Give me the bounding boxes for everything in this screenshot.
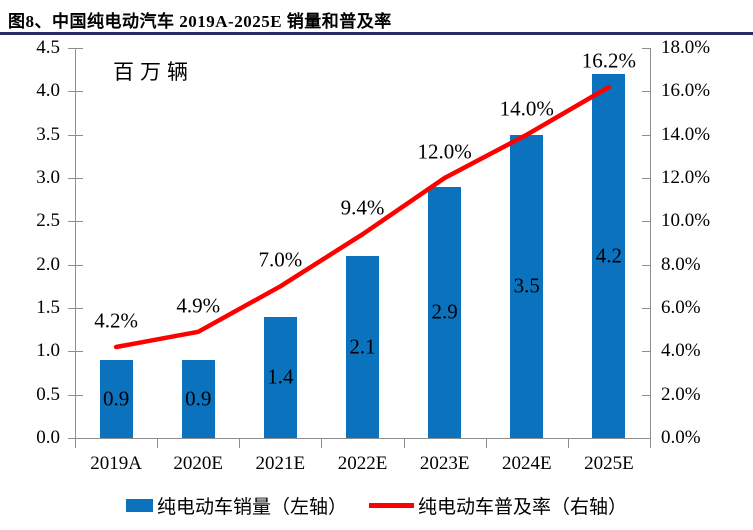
penetration-point-label: 7.0%	[258, 247, 303, 272]
bottom-axis-tick	[239, 438, 241, 448]
left-axis-tick	[68, 264, 83, 266]
left-axis-tick-label: 4.0	[36, 80, 60, 102]
bar-value-label: 1.4	[267, 364, 294, 389]
bottom-axis-tick	[321, 438, 323, 448]
right-axis-tick-label: 4.0%	[661, 340, 701, 362]
left-axis-tick	[68, 91, 83, 93]
bottom-axis-tick	[75, 438, 76, 448]
right-axis-tick-label: 16.0%	[661, 80, 711, 102]
penetration-point-label: 12.0%	[417, 139, 472, 164]
penetration-point-label: 4.2%	[94, 308, 138, 333]
left-axis-tick-label: 0.0	[36, 427, 60, 448]
bar-value-label: 2.1	[349, 334, 376, 359]
bar-value-label: 3.5	[513, 273, 540, 298]
right-axis-tick-label: 2.0%	[661, 383, 701, 405]
right-axis-tick-label: 12.0%	[661, 167, 711, 188]
penetration-point-label: 4.9%	[176, 293, 221, 318]
left-axis-line	[75, 48, 76, 448]
left-axis-tick	[68, 308, 83, 309]
right-axis-tick	[642, 394, 650, 396]
right-axis-tick	[642, 308, 650, 309]
legend-label-sales: 纯电动车销量（左轴）	[156, 497, 347, 518]
bottom-axis-tick	[485, 438, 487, 448]
left-axis-tick	[68, 221, 83, 223]
right-axis-line	[650, 48, 651, 438]
figure-title: 图8、中国纯电动汽车 2019A-2025E 销量和普及率	[8, 12, 392, 31]
bottom-axis-tick	[403, 438, 405, 448]
bottom-axis-tick	[157, 438, 159, 448]
right-axis-tick-label: 8.0%	[661, 253, 701, 275]
right-axis-tick-label: 0.0%	[661, 427, 701, 448]
bottom-axis-tick	[567, 438, 569, 448]
title-underline	[0, 32, 753, 35]
legend-item-penetration: 纯电动车普及率（右轴）	[369, 492, 627, 519]
right-axis-tick	[642, 264, 650, 266]
left-axis-tick-label: 2.5	[36, 210, 60, 232]
left-axis-tick	[68, 48, 83, 49]
legend-label-penetration: 纯电动车普及率（右轴）	[418, 497, 628, 518]
left-axis-tick	[68, 134, 83, 136]
category-label: 2023E	[419, 453, 470, 474]
penetration-point-label: 9.4%	[340, 195, 385, 220]
right-axis-tick	[642, 221, 650, 223]
right-axis-tick	[642, 438, 650, 439]
legend-item-sales: 纯电动车销量（左轴）	[125, 492, 347, 519]
right-axis-tick-label: 18.0%	[661, 37, 711, 58]
left-axis-tick-label: 1.5	[36, 297, 60, 318]
chart-legend: 纯电动车销量（左轴） 纯电动车普及率（右轴）	[0, 492, 753, 519]
left-axis-tick-label: 3.0	[36, 167, 60, 188]
right-axis-tick	[642, 48, 650, 49]
line-series-swatch	[369, 503, 414, 508]
category-label: 2024E	[501, 453, 552, 474]
category-label: 2019A	[90, 453, 142, 474]
penetration-point-label: 16.2%	[581, 48, 637, 73]
left-axis-tick-label: 3.5	[36, 123, 60, 145]
category-label: 2025E	[584, 453, 634, 474]
left-axis-unit-label: 百万辆	[113, 60, 194, 84]
right-axis-tick	[642, 134, 650, 136]
bar-value-label: 2.9	[431, 299, 458, 324]
right-axis-tick-label: 14.0%	[661, 123, 711, 145]
bar-value-label: 0.9	[102, 386, 130, 411]
sales-bar	[181, 360, 215, 438]
sales-bar	[99, 360, 133, 438]
penetration-point-label: 14.0%	[499, 96, 554, 121]
bar-value-label: 4.2	[595, 243, 623, 268]
category-label: 2022E	[337, 453, 388, 474]
bottom-axis-tick	[650, 438, 651, 448]
left-axis-tick-label: 4.5	[36, 37, 60, 58]
right-axis-tick	[642, 178, 650, 179]
bottom-axis-line	[75, 438, 651, 439]
left-axis-tick-label: 2.0	[36, 253, 60, 275]
bar-series-swatch	[125, 499, 153, 512]
left-axis-tick	[68, 351, 83, 353]
category-label: 2020E	[173, 453, 223, 474]
right-axis-tick-label: 10.0%	[661, 210, 711, 232]
left-axis-tick-label: 1.0	[36, 340, 60, 362]
right-axis-tick-label: 6.0%	[661, 297, 701, 318]
left-axis-tick	[68, 394, 83, 396]
left-axis-tick-label: 0.5	[36, 383, 60, 405]
right-axis-tick	[642, 351, 650, 353]
left-axis-tick	[68, 178, 83, 179]
right-axis-tick	[642, 91, 650, 93]
category-label: 2021E	[255, 453, 306, 474]
bar-value-label: 0.9	[185, 386, 212, 411]
